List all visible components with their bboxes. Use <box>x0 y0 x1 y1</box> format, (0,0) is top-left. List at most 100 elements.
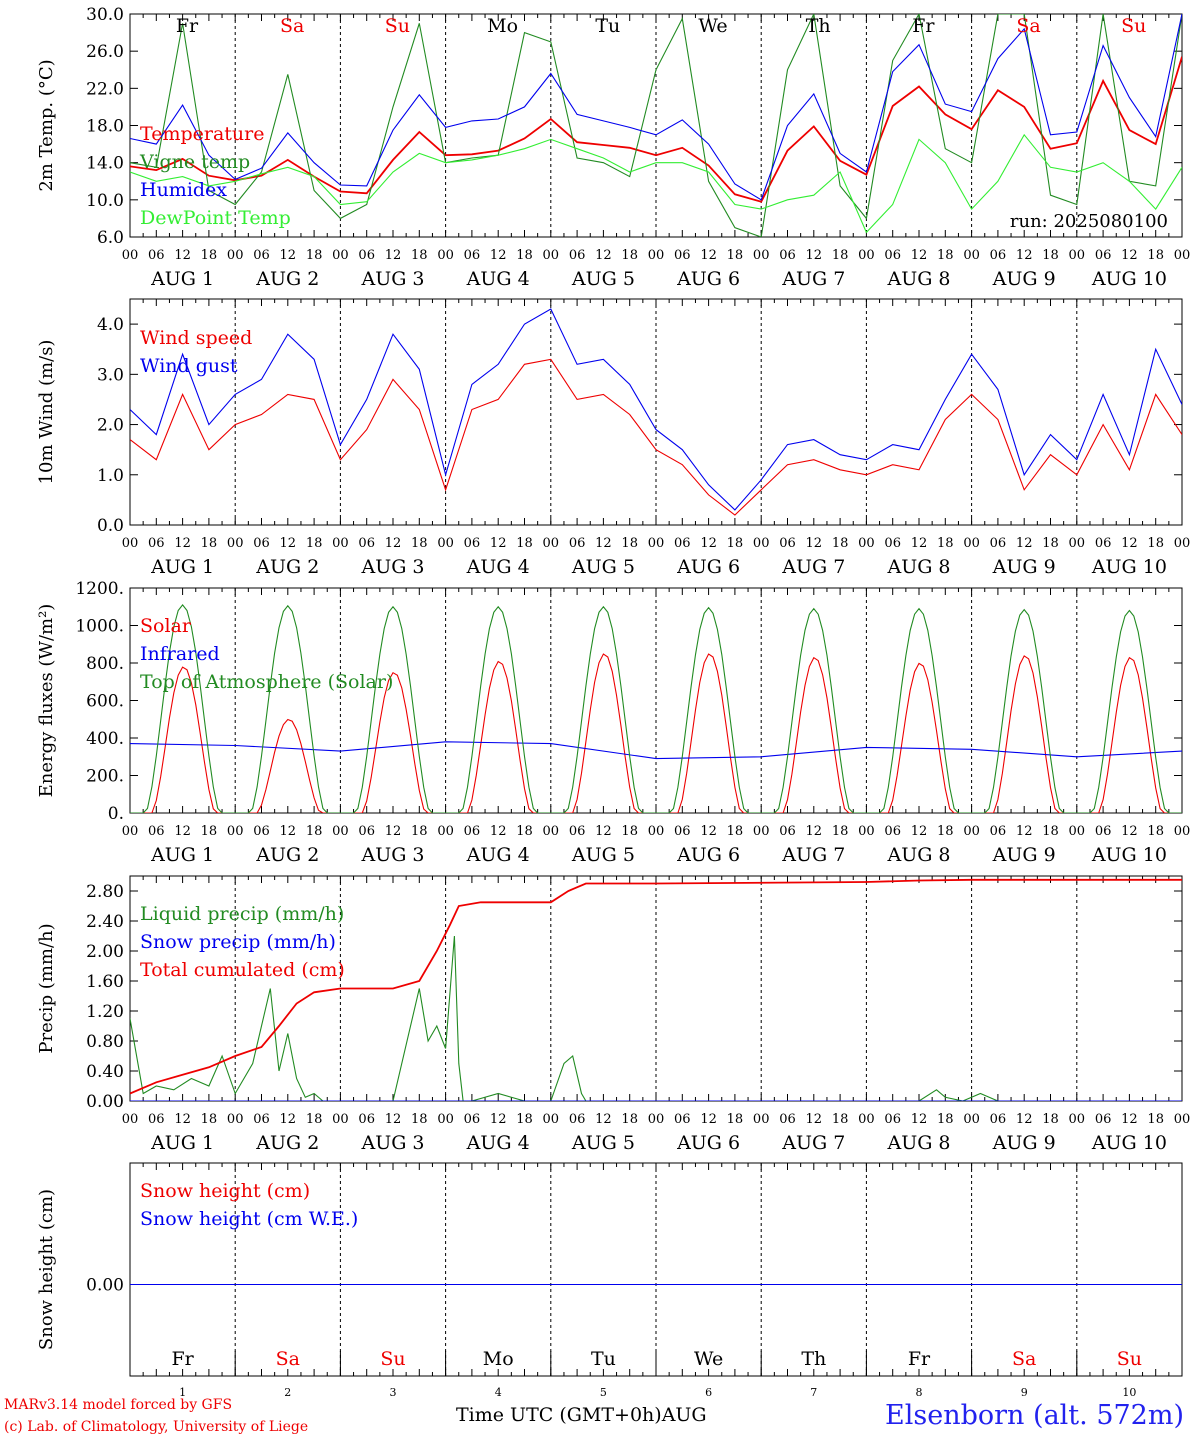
hour-tick-label: 00 <box>1069 536 1086 551</box>
hour-tick-label: 12 <box>490 824 507 839</box>
weekday-label: Su <box>1117 1348 1142 1370</box>
x-axis-title-text: Time UTC (GMT+0h) <box>456 1404 662 1426</box>
legend-entry: Solar <box>140 615 192 637</box>
hour-tick-label: 00 <box>1174 1112 1191 1127</box>
date-label: AUG 2 <box>255 844 319 866</box>
y-tick-label: 1.0 <box>97 466 124 486</box>
legend-entry: Infrared <box>140 643 220 665</box>
y-tick-label: 1000. <box>75 617 124 637</box>
y-tick-label: 1200. <box>75 579 124 599</box>
hour-tick-label: 00 <box>1174 536 1191 551</box>
hour-tick-label: 06 <box>779 536 796 551</box>
date-label: AUG 6 <box>676 1132 740 1154</box>
hour-tick-label: 18 <box>516 824 533 839</box>
y-tick-label: 10.0 <box>86 191 124 211</box>
date-label: AUG 3 <box>360 1132 424 1154</box>
hour-tick-label: 06 <box>569 1112 586 1127</box>
hour-tick-label: 18 <box>1147 248 1164 263</box>
date-label: AUG 6 <box>676 556 740 578</box>
y-tick-label: 2.00 <box>86 942 124 962</box>
hour-tick-label: 18 <box>1147 824 1164 839</box>
hour-tick-label: 12 <box>1121 1112 1138 1127</box>
hour-tick-label: 12 <box>174 536 191 551</box>
date-label: AUG 7 <box>781 1132 845 1154</box>
hour-tick-label: 00 <box>648 1112 665 1127</box>
hour-tick-label: 00 <box>858 824 875 839</box>
weekday-label: We <box>694 1348 723 1370</box>
hour-tick-label: 12 <box>700 248 717 263</box>
hour-tick-label: 12 <box>806 536 823 551</box>
hour-tick-label: 06 <box>1095 1112 1112 1127</box>
date-label: AUG 10 <box>1091 268 1167 290</box>
y-tick-label: 14.0 <box>86 154 124 174</box>
hour-tick-label: 12 <box>911 824 928 839</box>
series-line-total-cumulated-cm- <box>130 878 1182 1095</box>
day-number-label: 6 <box>705 1386 712 1399</box>
hour-tick-label: 00 <box>122 536 139 551</box>
hour-tick-label: 18 <box>937 536 954 551</box>
hour-tick-label: 18 <box>1147 536 1164 551</box>
hour-tick-label: 00 <box>227 824 244 839</box>
hour-tick-label: 12 <box>700 1112 717 1127</box>
weekday-label: Sa <box>1016 15 1040 37</box>
hour-tick-label: 06 <box>253 824 270 839</box>
weekday-label: Tu <box>591 1348 616 1370</box>
date-label: AUG 10 <box>1091 844 1167 866</box>
day-number-label: 8 <box>916 1386 923 1399</box>
hour-tick-label: 18 <box>201 536 218 551</box>
legend-entry: Snow precip (mm/h) <box>140 931 336 953</box>
series-line-temperature <box>130 56 1182 203</box>
y-tick-label: 0.00 <box>86 1276 124 1296</box>
date-label: AUG 2 <box>255 1132 319 1154</box>
date-label: AUG 3 <box>360 844 424 866</box>
series-line-top-of-atmosphere-solar- <box>130 604 1182 813</box>
day-number-label: 3 <box>390 1386 397 1399</box>
hour-tick-label: 06 <box>358 536 375 551</box>
hour-tick-label: 12 <box>1121 824 1138 839</box>
hour-tick-label: 06 <box>148 1112 165 1127</box>
y-axis-title: 2m Temp. (°C) <box>36 59 57 191</box>
hour-tick-label: 06 <box>358 824 375 839</box>
weekday-label: Fr <box>171 1348 194 1370</box>
hour-tick-label: 06 <box>253 248 270 263</box>
hour-tick-label: 06 <box>464 824 481 839</box>
y-tick-label: 1.20 <box>86 1002 124 1022</box>
hour-tick-label: 00 <box>963 536 980 551</box>
hour-tick-label: 00 <box>227 536 244 551</box>
legend-entry: Wind gust <box>140 355 238 377</box>
hour-tick-label: 12 <box>490 248 507 263</box>
date-label: AUG 5 <box>571 1132 635 1154</box>
hour-tick-label: 12 <box>280 1112 297 1127</box>
run-annotation: run: 2025080100 <box>1010 211 1168 232</box>
legend-entry: Snow height (cm) <box>140 1180 310 1202</box>
hour-tick-label: 12 <box>700 824 717 839</box>
hour-tick-label: 06 <box>884 536 901 551</box>
y-tick-label: 200. <box>86 767 124 787</box>
weekday-label: We <box>698 15 727 37</box>
legend-entry: DewPoint Temp <box>140 207 291 229</box>
date-label: AUG 2 <box>255 556 319 578</box>
weekday-label: Fr <box>908 1348 931 1370</box>
hour-tick-label: 00 <box>543 824 560 839</box>
hour-tick-label: 18 <box>1147 1112 1164 1127</box>
date-label: AUG 1 <box>150 556 214 578</box>
hour-tick-label: 06 <box>990 1112 1007 1127</box>
y-tick-label: 2.40 <box>86 912 124 932</box>
hour-tick-label: 00 <box>1069 248 1086 263</box>
date-label: AUG 1 <box>150 1132 214 1154</box>
hour-tick-label: 12 <box>595 536 612 551</box>
hour-tick-label: 18 <box>201 248 218 263</box>
hour-tick-label: 12 <box>911 1112 928 1127</box>
day-number-label: 1 <box>179 1386 186 1399</box>
hour-tick-label: 00 <box>122 1112 139 1127</box>
day-number-label: 7 <box>810 1386 817 1399</box>
hour-tick-label: 18 <box>937 248 954 263</box>
hour-tick-label: 12 <box>911 248 928 263</box>
y-tick-label: 400. <box>86 729 124 749</box>
date-label: AUG 8 <box>886 268 950 290</box>
hour-tick-label: 12 <box>280 536 297 551</box>
hour-tick-label: 06 <box>358 1112 375 1127</box>
hour-tick-label: 06 <box>1095 248 1112 263</box>
y-tick-label: 0.40 <box>86 1062 124 1082</box>
hour-tick-label: 12 <box>1016 824 1033 839</box>
